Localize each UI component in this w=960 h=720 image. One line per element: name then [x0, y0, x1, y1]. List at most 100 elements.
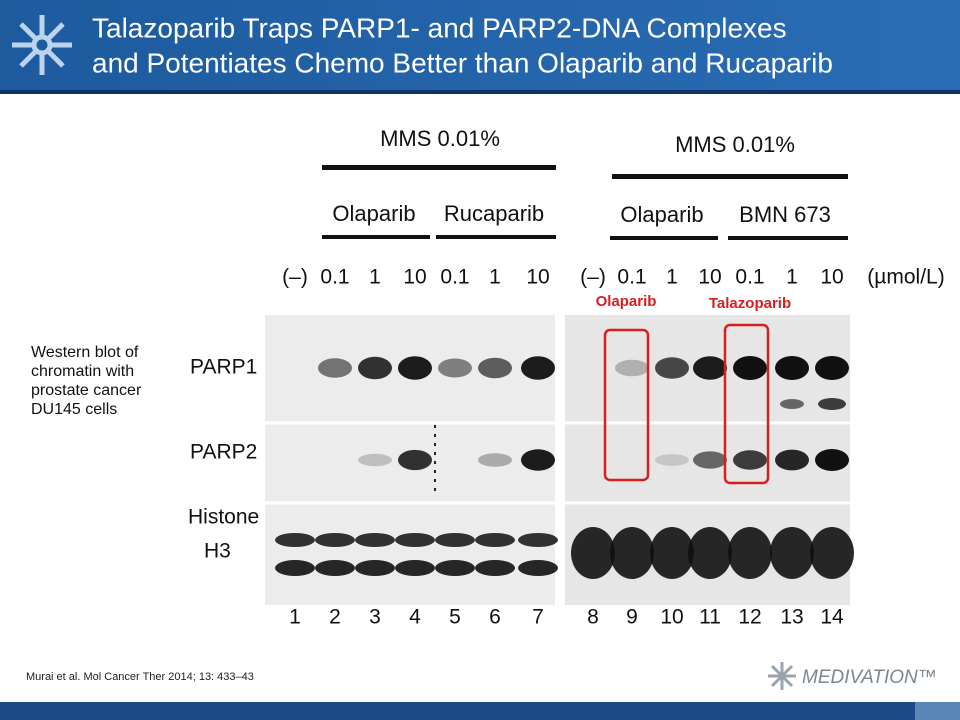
- lane-number: 6: [489, 606, 501, 629]
- band: [398, 356, 432, 380]
- band: [521, 356, 555, 380]
- band: [688, 527, 732, 579]
- dose-label: 0.1: [320, 266, 349, 289]
- band: [521, 449, 555, 471]
- highlight-label: Talazoparib: [709, 295, 791, 312]
- footer-band: [0, 702, 960, 720]
- dose-label: 0.1: [735, 266, 764, 289]
- footer-logo-mark: [768, 662, 796, 690]
- treatment-bar: [322, 165, 556, 170]
- band: [435, 560, 475, 576]
- header-band: [0, 0, 960, 90]
- lane-number: 2: [329, 606, 341, 629]
- band: [650, 527, 694, 579]
- caption: Western blot of chromatin with prostate …: [31, 344, 142, 418]
- lane-number: 4: [409, 606, 421, 629]
- band: [315, 533, 355, 547]
- band: [318, 358, 352, 378]
- band: [693, 356, 727, 380]
- header-rule: [0, 90, 960, 94]
- band: [475, 533, 515, 547]
- band: [818, 398, 846, 410]
- band: [775, 356, 809, 380]
- dose-label: (–): [580, 266, 606, 289]
- bands: [275, 356, 854, 579]
- dose-label: 1: [786, 266, 798, 289]
- treatment-label: MMS 0.01%: [380, 126, 500, 151]
- reference: Murai et al. Mol Cancer Ther 2014; 13: 4…: [26, 671, 254, 683]
- header-logo: [12, 15, 72, 75]
- group-label: BMN 673: [739, 202, 831, 227]
- highlight-box: [723, 323, 770, 485]
- band: [610, 527, 654, 579]
- lane-number: 12: [738, 606, 761, 629]
- footer-logo: MEDIVATION™: [802, 667, 937, 688]
- band: [438, 358, 472, 378]
- group-bar: [610, 236, 718, 240]
- band: [435, 533, 475, 547]
- dose-label: 1: [489, 266, 501, 289]
- group-label: Olaparib: [332, 201, 415, 226]
- dose-label: 1: [369, 266, 381, 289]
- band: [770, 527, 814, 579]
- group-bar: [728, 236, 848, 240]
- highlight-label: Olaparib: [596, 293, 657, 310]
- lane-number: 10: [660, 606, 683, 629]
- band: [815, 356, 849, 380]
- highlight-box: [603, 328, 650, 482]
- footer-accent: [915, 702, 960, 720]
- lane-number: 9: [626, 606, 638, 629]
- band: [478, 357, 512, 379]
- dose-unit: (µmol/L): [867, 266, 944, 289]
- band: [395, 560, 435, 576]
- treatment-bar: [612, 174, 848, 179]
- band: [478, 453, 512, 467]
- lane-number: 7: [532, 606, 544, 629]
- dose-label: (–): [282, 266, 308, 289]
- band: [275, 533, 315, 547]
- dose-label: 0.1: [617, 266, 646, 289]
- dose-label: 0.1: [440, 266, 469, 289]
- band: [728, 527, 772, 579]
- group-label: Olaparib: [620, 202, 703, 227]
- lane-number: 13: [780, 606, 803, 629]
- band: [571, 527, 615, 579]
- band: [655, 357, 689, 379]
- dose-label: 10: [403, 266, 426, 289]
- lane-number: 14: [820, 606, 844, 629]
- group-bar: [322, 235, 430, 239]
- band: [815, 449, 849, 471]
- lane-number: 1: [289, 606, 301, 629]
- band: [518, 533, 558, 547]
- band: [358, 453, 392, 467]
- band: [355, 533, 395, 547]
- band: [475, 560, 515, 576]
- lane-number: 3: [369, 606, 381, 629]
- title-line: and Potentiates Chemo Better than Olapar…: [92, 47, 833, 78]
- band: [518, 560, 558, 576]
- band: [358, 356, 392, 380]
- band: [615, 359, 649, 377]
- band: [733, 356, 767, 380]
- lane-number: 11: [699, 606, 721, 629]
- group-label: Rucaparib: [444, 201, 544, 226]
- band: [775, 449, 809, 471]
- band: [810, 527, 854, 579]
- row-label: PARP1: [190, 356, 257, 379]
- dose-label: 10: [698, 266, 721, 289]
- band: [655, 454, 689, 466]
- band: [398, 449, 432, 471]
- row-label: Histone: [188, 506, 259, 529]
- dose-label: 10: [526, 266, 549, 289]
- row-label: H3: [204, 540, 231, 563]
- title-line: Talazoparib Traps PARP1- and PARP2-DNA C…: [92, 12, 787, 43]
- dose-label: 10: [820, 266, 843, 289]
- band: [780, 399, 804, 409]
- lane-number: 8: [587, 606, 599, 629]
- band: [395, 533, 435, 547]
- dose-label: 1: [666, 266, 678, 289]
- band: [315, 560, 355, 576]
- band: [355, 560, 395, 576]
